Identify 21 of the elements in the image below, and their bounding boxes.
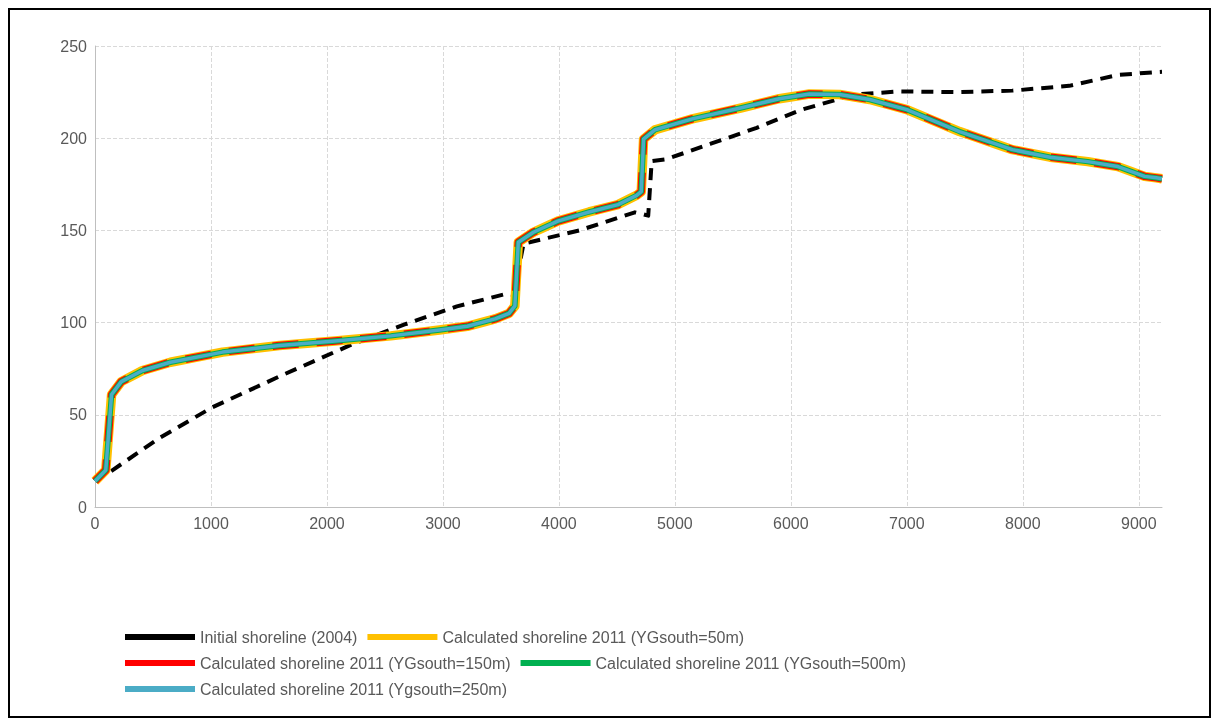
x-tick-label: 9000 <box>1121 514 1157 532</box>
y-tick-label: 0 <box>78 498 88 516</box>
legend-label: Calculated shoreline 2011 (YGsouth=150m) <box>200 654 511 672</box>
legend-label: Calculated shoreline 2011 (YGsouth=50m) <box>442 628 745 646</box>
x-tick-label: 8000 <box>1005 514 1041 532</box>
legend-label: Calculated shoreline 2011 (Ygsouth=250m) <box>200 680 508 698</box>
x-tick-label: 5000 <box>657 514 693 532</box>
x-tick-label: 1000 <box>193 514 229 532</box>
legend-label: Initial shoreline (2004) <box>200 628 358 646</box>
y-tick-label: 250 <box>60 37 88 55</box>
y-tick-label: 150 <box>60 221 88 239</box>
legend-label: Calculated shoreline 2011 (YGsouth=500m) <box>595 654 907 672</box>
y-tick-label: 50 <box>69 406 88 424</box>
y-tick-label: 200 <box>60 129 88 147</box>
x-tick-label: 3000 <box>425 514 461 532</box>
x-tick-label: 4000 <box>541 514 577 532</box>
x-tick-label: 2000 <box>309 514 345 532</box>
y-tick-label: 100 <box>60 314 88 332</box>
x-tick-label: 7000 <box>889 514 925 532</box>
x-tick-label: 0 <box>90 514 100 532</box>
x-tick-label: 6000 <box>773 514 809 532</box>
